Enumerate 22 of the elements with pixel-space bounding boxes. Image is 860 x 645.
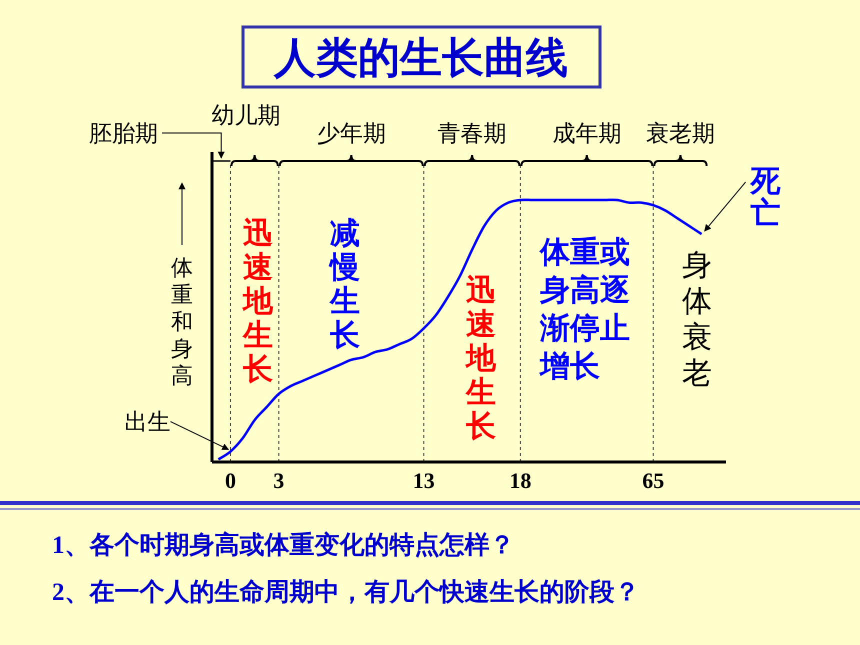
x-tick-label: 3	[273, 468, 284, 493]
annotation: 减慢生长	[328, 217, 360, 352]
chart-title: 人类的生长曲线	[273, 36, 568, 82]
x-tick-label: 13	[412, 468, 435, 493]
text: 衰老期	[646, 121, 715, 146]
x-tick-label: 65	[642, 468, 664, 493]
x-tick-label: 18	[509, 468, 532, 493]
text: 成年期	[552, 121, 622, 146]
text: 死亡	[750, 165, 782, 230]
y-axis-title: 体重和身高	[171, 255, 193, 388]
x-tick-label: 0	[224, 468, 236, 493]
text: 1、各个时期身高或体重变化的特点怎样？	[52, 531, 514, 559]
text: 2、在一个人的生命周期中，有几个快速生长的阶段？	[52, 578, 640, 606]
text: 胚胎期	[89, 121, 158, 146]
annotation: 体重或身高逐渐停止增长	[538, 236, 630, 383]
annotation: 迅速地生长	[464, 274, 497, 443]
annotation: 出生	[124, 410, 170, 435]
annotation: 身体衰老	[682, 249, 712, 390]
text: 幼儿期	[212, 103, 280, 128]
annotation: 迅速地生长	[241, 217, 274, 386]
text: 青春期	[438, 121, 507, 146]
text: 少年期	[316, 121, 386, 146]
